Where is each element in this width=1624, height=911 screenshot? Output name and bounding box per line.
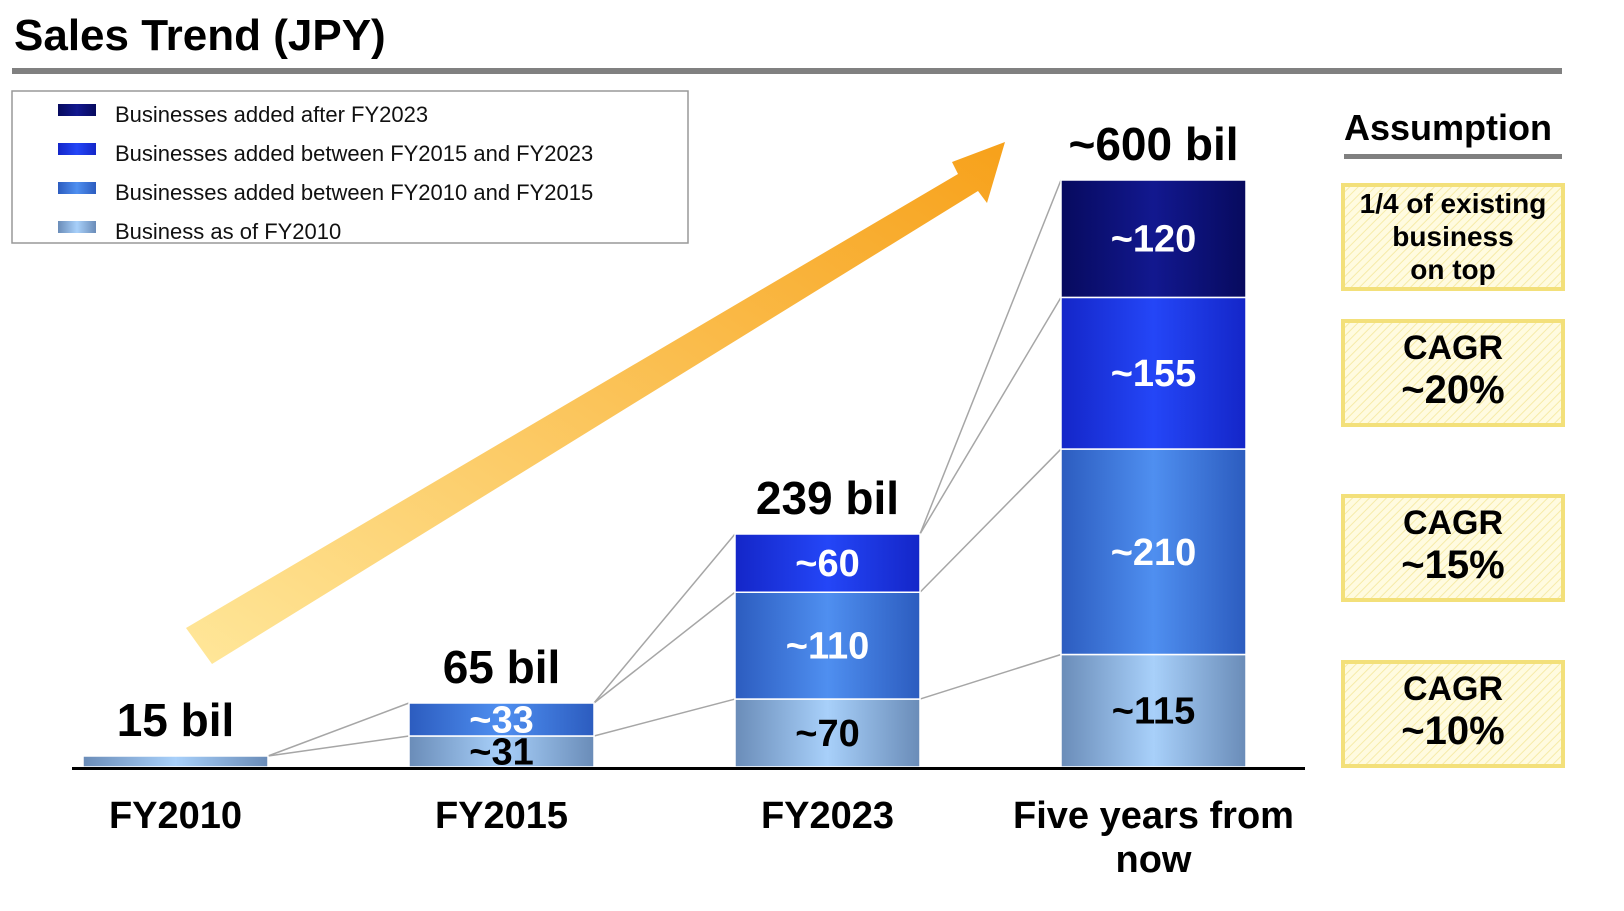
assumption-box-1: [1341, 183, 1565, 291]
title-underline: [12, 68, 1562, 74]
assumption-box-2-line-2: ~20%: [1401, 368, 1504, 412]
bar-fy2015-businesses-added-between-fy2010-and-fy2015: [408, 702, 595, 737]
connector-line: [593, 698, 736, 737]
total-label-fy2023: 239 bil: [756, 472, 899, 524]
bar-fy2023-businesses-added-between-fy2010-and-fy2015: [734, 591, 921, 700]
bar-fy2023-businesses-added-between-fy2015-and-fy2023: [734, 533, 921, 593]
connector-line: [593, 533, 736, 704]
legend-label-fy2015-fy2023: Businesses added between FY2015 and FY20…: [115, 141, 593, 166]
assumption-box-3: [1341, 494, 1565, 602]
category-label-five-years-from-now-line-2: now: [1116, 839, 1192, 881]
bar-fy2010-business-as-of-fy2010: [82, 755, 269, 768]
connector-line: [919, 297, 1062, 535]
segment-label-fy2015-business-as-of-fy2010: ~31: [469, 732, 533, 774]
segment-label-five-years-from-now-business-as-of-fy2010: ~115: [1112, 691, 1196, 733]
bar-five-years-from-now-businesses-added-after-fy2023: [1060, 179, 1247, 299]
assumption-box-4-line-2: ~10%: [1401, 709, 1504, 753]
assumption-box-3-line-2: ~15%: [1401, 543, 1504, 587]
growth-arrow: [186, 142, 1005, 664]
connector-line: [919, 448, 1062, 593]
segment-label-fy2015-businesses-added-between-fy2010-and-fy2015: ~33: [469, 700, 533, 742]
legend: Businesses added after FY2023 Businesses…: [11, 90, 689, 244]
connector-line: [267, 735, 410, 757]
assumption-box-2: [1341, 319, 1565, 427]
legend-swatch-fy2015-fy2023: [58, 143, 96, 155]
legend-label-fy2010-fy2015: Businesses added between FY2010 and FY20…: [115, 180, 593, 205]
x-axis-baseline: [72, 767, 1305, 770]
legend-swatch-after-fy2023: [58, 104, 96, 116]
segment-label-fy2023-businesses-added-between-fy2010-and-fy2015: ~110: [786, 626, 870, 668]
assumption-box-3-line-1: CAGR: [1403, 504, 1503, 542]
category-label-fy2015: FY2015: [435, 795, 568, 837]
bar-five-years-from-now-business-as-of-fy2010: [1060, 653, 1247, 768]
bar-five-years-from-now-businesses-added-between-fy2010-and-fy2015: [1060, 448, 1247, 656]
segment-label-five-years-from-now-businesses-added-between-fy2010-and-fy2015: ~210: [1111, 532, 1197, 574]
assumption-underline: [1344, 154, 1562, 159]
segment-label-fy2023-business-as-of-fy2010: ~70: [795, 713, 859, 755]
category-label-fy2010: FY2010: [109, 795, 242, 837]
segment-label-five-years-from-now-businesses-added-after-fy2023: ~120: [1111, 219, 1197, 261]
legend-label-as-of-fy2010: Business as of FY2010: [115, 219, 341, 244]
legend-swatch-as-of-fy2010: [58, 221, 96, 233]
assumption-box-2-line-1: CAGR: [1403, 329, 1503, 367]
legend-swatch-fy2010-fy2015: [58, 182, 96, 194]
connector-line: [919, 653, 1062, 700]
connector-line: [593, 591, 736, 704]
category-label-five-years-from-now-line-1: Five years from: [1013, 795, 1294, 837]
segment-label-fy2023-businesses-added-between-fy2015-and-fy2023: ~60: [795, 543, 859, 585]
assumption-box-1-line-3: on top: [1410, 254, 1496, 285]
legend-label-after-fy2023: Businesses added after FY2023: [115, 102, 428, 127]
assumption-heading: Assumption: [1344, 107, 1552, 148]
segment-label-five-years-from-now-businesses-added-between-fy2015-and-fy2023: ~155: [1111, 353, 1197, 395]
connector-line: [267, 702, 410, 757]
assumption-box-4: [1341, 660, 1565, 768]
bar-five-years-from-now-businesses-added-between-fy2015-and-fy2023: [1060, 296, 1247, 450]
total-label-five-years-from-now: ~600 bil: [1068, 118, 1238, 170]
assumption-box-4-line-1: CAGR: [1403, 670, 1503, 708]
chart-title: Sales Trend (JPY): [14, 11, 386, 60]
assumption-box-1-line-1: 1/4 of existing: [1360, 188, 1547, 219]
category-label-fy2023: FY2023: [761, 795, 894, 837]
connector-line: [919, 179, 1062, 535]
assumption-box-1-line-2: business: [1392, 221, 1513, 252]
total-label-fy2010: 15 bil: [117, 694, 235, 746]
total-label-fy2015: 65 bil: [443, 641, 561, 693]
bar-fy2015-business-as-of-fy2010: [408, 735, 595, 768]
